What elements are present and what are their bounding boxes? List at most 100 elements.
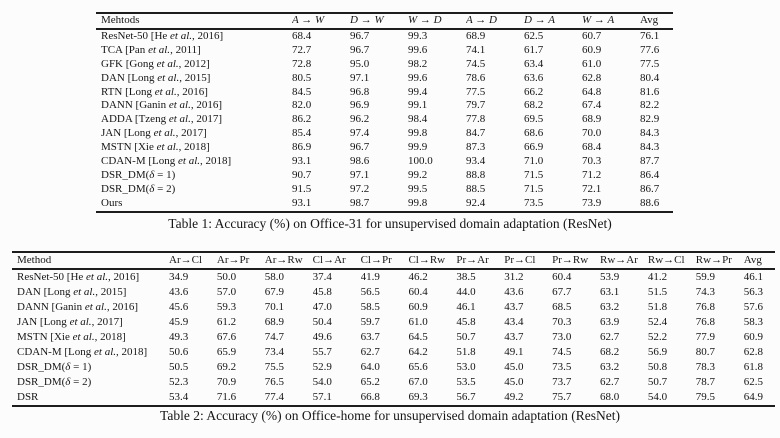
column-header: Ar→Rw <box>264 254 303 266</box>
method-cell: DSR_DM(δ = 2) <box>17 376 92 388</box>
table-row: Ours 93.1 98.7 99.8 92.4 73.5 73.9 88.6 <box>96 197 673 212</box>
value-cell: 52.2 <box>647 331 668 343</box>
value-cell: 99.1 <box>408 99 428 112</box>
value-cell: 49.3 <box>169 331 189 343</box>
value-cell: 70.3 <box>552 316 572 328</box>
value-cell: 80.7 <box>695 346 716 358</box>
column-header: Avg <box>640 14 659 26</box>
value-cell: 91.5 <box>292 182 312 195</box>
value-cell: 96.2 <box>350 113 370 126</box>
value-cell: 97.1 <box>350 71 370 84</box>
value-cell: 63.2 <box>600 361 620 373</box>
value-cell: 99.8 <box>408 196 428 209</box>
value-cell: 72.7 <box>292 43 312 56</box>
value-cell: 58.3 <box>743 316 763 328</box>
value-cell: 99.5 <box>408 182 428 195</box>
value-cell: 59.3 <box>216 301 237 313</box>
value-cell: 53.9 <box>600 271 620 283</box>
column-header: A → D <box>466 14 497 26</box>
value-cell: 90.7 <box>292 168 312 181</box>
value-cell: 63.7 <box>360 331 380 343</box>
table-row: JAN [Long et al., 2017] 85.4 97.4 99.8 84.7 6… <box>96 127 673 141</box>
value-cell: 68.9 <box>466 29 486 42</box>
method-cell: JAN [Long et al., 2017] <box>17 316 123 328</box>
value-cell: 68.4 <box>292 29 312 42</box>
value-cell: 43.6 <box>504 286 524 298</box>
value-cell: 41.9 <box>360 271 380 283</box>
method-cell: DSR <box>17 391 39 403</box>
value-cell: 88.8 <box>466 168 486 181</box>
table-row: DANN [Ganin et al., 2016] 45.6 59.3 70.1 47.… <box>12 300 775 315</box>
value-cell: 86.9 <box>292 141 312 154</box>
value-cell: 73.5 <box>552 361 572 373</box>
value-cell: 62.5 <box>743 376 763 388</box>
value-cell: 68.9 <box>582 113 602 126</box>
value-cell: 100.0 <box>408 155 433 168</box>
value-cell: 65.6 <box>408 361 428 373</box>
value-cell: 78.3 <box>695 361 716 373</box>
value-cell: 60.7 <box>582 29 602 42</box>
value-cell: 76.8 <box>695 316 716 328</box>
value-cell: 73.4 <box>264 346 285 358</box>
method-cell: GFK [Gong et al., 2012] <box>101 57 210 70</box>
value-cell: 50.7 <box>647 376 668 388</box>
table-row: DAN [Long et al., 2015] 80.5 97.1 99.6 78.6 6… <box>96 72 673 86</box>
value-cell: 73.7 <box>552 376 572 388</box>
value-cell: 93.1 <box>292 155 312 168</box>
column-header: Pr→Ar <box>456 254 489 266</box>
value-cell: 52.3 <box>169 376 189 388</box>
value-cell: 67.6 <box>216 331 237 343</box>
office31-results-table: Mehtods A → W D → W W → D A → D D → A W → A Avg… <box>96 12 673 213</box>
value-cell: 62.8 <box>743 346 763 358</box>
value-cell: 74.3 <box>695 286 716 298</box>
column-header: Pr→Cl <box>504 254 536 266</box>
value-cell: 64.8 <box>582 85 602 98</box>
column-header: Ar→Pr <box>216 254 250 266</box>
value-cell: 50.8 <box>647 361 668 373</box>
value-cell: 56.9 <box>647 346 668 358</box>
value-cell: 71.0 <box>524 155 544 168</box>
value-cell: 99.9 <box>408 141 428 154</box>
value-cell: 99.2 <box>408 168 428 181</box>
value-cell: 82.9 <box>640 113 660 126</box>
value-cell: 84.3 <box>640 141 660 154</box>
value-cell: 79.5 <box>695 391 716 403</box>
table-row: CDAN-M [Long et al., 2018] 93.1 98.6 100.0 9… <box>96 155 673 169</box>
value-cell: 60.4 <box>552 271 572 283</box>
method-cell: MSTN [Xie et al., 2018] <box>17 331 126 343</box>
table1-caption: Table 1: Accuracy (%) on Office-31 for u… <box>168 216 612 231</box>
value-cell: 55.7 <box>312 346 332 358</box>
value-cell: 31.2 <box>504 271 524 283</box>
value-cell: 52.9 <box>312 361 332 373</box>
table-row: DSR_DM(δ = 2) 52.3 70.9 76.5 54.0 65.2 67.0 53.… <box>12 375 775 390</box>
method-cell: DANN [Ganin et al., 2016] <box>101 99 222 112</box>
value-cell: 61.2 <box>216 316 237 328</box>
value-cell: 81.6 <box>640 85 660 98</box>
value-cell: 46.2 <box>408 271 428 283</box>
value-cell: 37.4 <box>312 271 332 283</box>
value-cell: 70.3 <box>582 155 602 168</box>
value-cell: 58.0 <box>264 271 285 283</box>
method-cell: DAN [Long et al., 2015] <box>101 71 211 84</box>
value-cell: 65.9 <box>216 346 237 358</box>
value-cell: 61.7 <box>524 43 544 56</box>
value-cell: 92.4 <box>466 196 486 209</box>
value-cell: 71.5 <box>524 168 544 181</box>
value-cell: 99.8 <box>408 127 428 140</box>
value-cell: 60.9 <box>408 301 428 313</box>
value-cell: 66.8 <box>360 391 380 403</box>
value-cell: 93.4 <box>466 155 486 168</box>
method-cell: DSR_DM(δ = 1) <box>17 361 92 373</box>
value-cell: 82.0 <box>292 99 312 112</box>
value-cell: 53.0 <box>456 361 476 373</box>
method-cell: CDAN-M [Long et al., 2018] <box>17 346 148 358</box>
table-row: MSTN [Xie et al., 2018] 49.3 67.6 74.7 49.6 6… <box>12 330 775 345</box>
table2-caption: Table 2: Accuracy (%) on Office-home for… <box>160 408 620 423</box>
value-cell: 47.0 <box>312 301 332 313</box>
value-cell: 72.8 <box>292 57 312 70</box>
value-cell: 43.4 <box>504 316 524 328</box>
column-header: D → A <box>524 14 555 26</box>
value-cell: 65.2 <box>360 376 380 388</box>
value-cell: 68.9 <box>264 316 285 328</box>
column-header: W → D <box>408 14 442 26</box>
